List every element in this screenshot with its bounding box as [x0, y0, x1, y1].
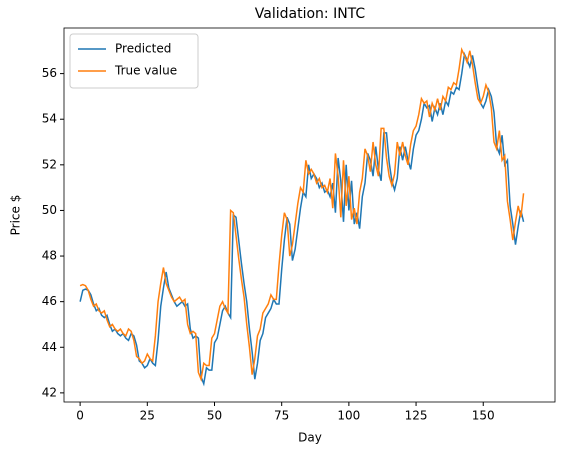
y-tick-label: 56 — [42, 66, 57, 80]
x-tick-label: 150 — [472, 409, 495, 423]
plot-frame — [63, 27, 556, 403]
x-tick-label: 50 — [207, 409, 222, 423]
y-tick-label: 44 — [42, 340, 57, 354]
x-tick-label: 0 — [76, 409, 84, 423]
x-tick-label: 75 — [274, 409, 289, 423]
y-tick-label: 42 — [42, 385, 57, 399]
y-tick-label: 54 — [42, 112, 57, 126]
x-tick-label: 100 — [337, 409, 360, 423]
chart-title: Validation: INTC — [255, 6, 366, 22]
y-tick-label: 52 — [42, 157, 57, 171]
x-tick-label: 25 — [140, 409, 155, 423]
x-axis-title: Day — [298, 431, 322, 445]
line-series — [79, 47, 525, 382]
y-tick-label: 46 — [42, 294, 57, 308]
y-tick-label: 50 — [42, 203, 57, 217]
legend-box — [69, 33, 199, 89]
legend-label: Predicted — [115, 42, 171, 56]
y-tick-label: 48 — [42, 249, 57, 263]
x-tick-label: 125 — [405, 409, 428, 423]
line-series — [79, 51, 525, 387]
y-axis-title: Price $ — [9, 195, 23, 236]
legend-label: True value — [114, 64, 177, 78]
